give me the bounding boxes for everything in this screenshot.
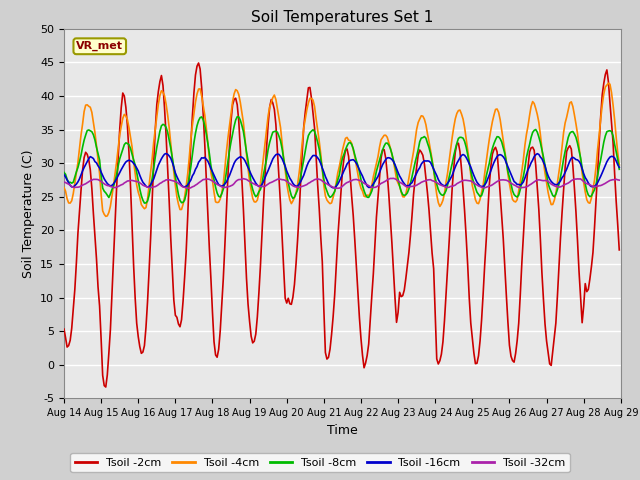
- Tsoil -2cm: [228, 102, 236, 108]
- Tsoil -2cm: [102, 384, 109, 390]
- Tsoil -8cm: [141, 200, 148, 206]
- Tsoil -8cm: [616, 167, 623, 172]
- Title: Soil Temperatures Set 1: Soil Temperatures Set 1: [252, 10, 433, 25]
- Line: Tsoil -8cm: Tsoil -8cm: [64, 117, 620, 203]
- Tsoil -8cm: [306, 130, 314, 136]
- Line: Tsoil -16cm: Tsoil -16cm: [64, 154, 620, 188]
- Tsoil -4cm: [227, 110, 235, 116]
- Line: Tsoil -32cm: Tsoil -32cm: [64, 179, 620, 188]
- Tsoil -8cm: [227, 139, 235, 144]
- Tsoil -16cm: [128, 159, 136, 165]
- Tsoil -32cm: [588, 183, 595, 189]
- Tsoil -16cm: [227, 168, 235, 174]
- Tsoil -8cm: [588, 193, 595, 199]
- Tsoil -8cm: [257, 187, 264, 192]
- Tsoil -16cm: [246, 168, 253, 174]
- Tsoil -32cm: [60, 179, 68, 185]
- Y-axis label: Soil Temperature (C): Soil Temperature (C): [22, 149, 35, 278]
- Tsoil -16cm: [330, 185, 337, 191]
- Tsoil -32cm: [128, 178, 136, 183]
- Tsoil -16cm: [616, 165, 623, 170]
- Tsoil -32cm: [227, 183, 235, 189]
- Line: Tsoil -2cm: Tsoil -2cm: [64, 63, 620, 387]
- Line: Tsoil -4cm: Tsoil -4cm: [64, 83, 620, 216]
- Tsoil -2cm: [306, 84, 314, 90]
- Tsoil -4cm: [130, 159, 138, 165]
- Tsoil -2cm: [257, 263, 264, 269]
- Tsoil -4cm: [60, 185, 68, 191]
- Tsoil -4cm: [305, 100, 312, 106]
- Tsoil -32cm: [390, 176, 397, 181]
- Tsoil -8cm: [60, 169, 68, 175]
- Tsoil -2cm: [588, 264, 595, 270]
- Tsoil -16cm: [60, 172, 68, 178]
- Tsoil -32cm: [186, 185, 193, 191]
- Legend: Tsoil -2cm, Tsoil -4cm, Tsoil -8cm, Tsoil -16cm, Tsoil -32cm: Tsoil -2cm, Tsoil -4cm, Tsoil -8cm, Tsoi…: [70, 453, 570, 472]
- Tsoil -4cm: [255, 191, 263, 196]
- Tsoil -2cm: [60, 326, 68, 332]
- Tsoil -4cm: [246, 179, 253, 184]
- Tsoil -32cm: [255, 183, 263, 189]
- Tsoil -8cm: [234, 114, 241, 120]
- Tsoil -8cm: [247, 180, 255, 186]
- Tsoil -2cm: [195, 60, 202, 66]
- Tsoil -4cm: [616, 162, 623, 168]
- Tsoil -8cm: [128, 151, 136, 157]
- X-axis label: Time: Time: [327, 424, 358, 437]
- Tsoil -32cm: [246, 179, 253, 184]
- Tsoil -4cm: [586, 200, 594, 206]
- Tsoil -16cm: [255, 184, 263, 190]
- Tsoil -16cm: [305, 159, 312, 165]
- Tsoil -2cm: [130, 262, 138, 268]
- Tsoil -32cm: [616, 177, 623, 183]
- Tsoil -4cm: [605, 80, 612, 86]
- Tsoil -2cm: [247, 334, 255, 339]
- Tsoil -4cm: [102, 214, 109, 219]
- Tsoil -2cm: [616, 247, 623, 253]
- Tsoil -16cm: [163, 151, 170, 156]
- Tsoil -32cm: [305, 180, 312, 186]
- Tsoil -16cm: [588, 184, 595, 190]
- Text: VR_met: VR_met: [76, 41, 124, 51]
